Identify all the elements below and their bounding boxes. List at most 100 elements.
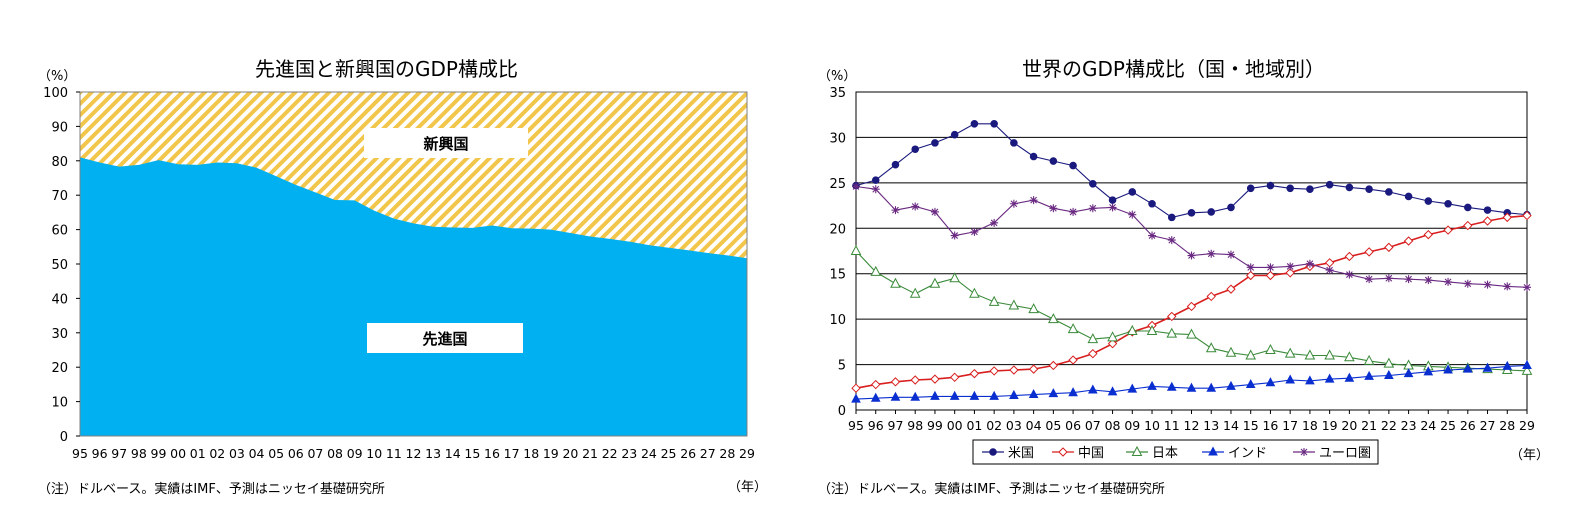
x-tick-label: 00 (947, 418, 963, 433)
x-tick-label: 04 (249, 446, 265, 461)
data-point (1069, 207, 1078, 216)
data-point (851, 393, 861, 403)
data-point (1502, 360, 1513, 370)
data-point (1009, 199, 1018, 208)
data-point (871, 185, 880, 194)
data-point (1325, 266, 1334, 275)
data-point (1424, 197, 1433, 205)
data-point (990, 120, 998, 128)
data-point (1463, 203, 1472, 212)
data-point (1305, 375, 1315, 385)
data-point (930, 374, 940, 384)
x-tick-label: 24 (1420, 418, 1436, 433)
x-tick-label: 95 (72, 446, 88, 461)
data-point (1482, 216, 1493, 226)
x-tick-label: 95 (848, 418, 864, 433)
area-advanced (80, 157, 747, 436)
data-point (1186, 328, 1197, 339)
legend-label: ユーロ圏 (1319, 446, 1371, 461)
data-point (1522, 210, 1532, 221)
y-tick-label: 90 (51, 120, 68, 135)
source-note: （注）ドルベース。実績はIMF、予測はニッセイ基礎研究所 (818, 482, 1165, 497)
x-tick-label: 20 (1341, 418, 1357, 433)
x-tick-label: 98 (907, 418, 923, 433)
data-point (1483, 280, 1492, 289)
x-tick-label: 20 (562, 446, 578, 461)
x-tick-label: 10 (366, 446, 382, 461)
y-tick-label: 60 (51, 224, 68, 239)
x-tick-label: 97 (888, 418, 904, 433)
x-tick-label: 21 (1361, 418, 1377, 433)
data-point (1088, 204, 1097, 213)
data-point (1324, 373, 1335, 383)
data-point (1245, 378, 1256, 389)
data-point (1523, 283, 1531, 292)
data-point (1384, 369, 1394, 379)
data-point (1424, 276, 1433, 285)
x-tick-label: 27 (1480, 418, 1496, 433)
x-tick-label: 02 (209, 446, 225, 461)
x-tick-label: 23 (1401, 418, 1417, 433)
data-point (931, 139, 939, 147)
data-point (1028, 388, 1039, 399)
data-point (949, 372, 960, 382)
x-tick-label: 13 (1203, 418, 1219, 433)
data-point (1404, 275, 1413, 284)
x-unit-label: （年） (728, 480, 768, 495)
data-point (949, 390, 960, 400)
data-point (1087, 384, 1098, 394)
data-point (1265, 343, 1276, 355)
legend-label: 日本 (1152, 446, 1178, 461)
y-unit-label: （%） (38, 69, 77, 84)
x-tick-label: 17 (1282, 418, 1298, 433)
series-4 (852, 182, 1531, 292)
x-tick-label: 12 (406, 446, 422, 461)
x-tick-label: 05 (268, 446, 284, 461)
data-point (1403, 236, 1414, 246)
x-tick-label: 15 (464, 446, 480, 461)
data-point (1108, 203, 1117, 212)
data-point (949, 272, 961, 283)
data-point (950, 130, 959, 139)
data-point (1048, 360, 1059, 371)
y-tick-label: 0 (60, 430, 68, 445)
series-label-box (367, 323, 523, 353)
x-tick-label: 09 (1124, 418, 1140, 433)
data-point (1306, 185, 1314, 194)
y-tick-label: 0 (838, 404, 846, 419)
x-tick-label: 03 (229, 446, 245, 461)
x-tick-label: 09 (347, 446, 363, 461)
legend-label: 中国 (1078, 446, 1104, 461)
data-point (990, 218, 999, 227)
left-chart-panel: 先進国と新興国のGDP構成比 （%） 0 10 20 30 40 50 60 70 80 90 10… (0, 0, 790, 526)
x-tick-label: 22 (1381, 418, 1397, 433)
data-point (1482, 362, 1493, 372)
data-point (1068, 355, 1078, 365)
x-tick-label: 14 (445, 446, 461, 461)
legend-marker (1131, 445, 1143, 456)
x-tick-label: 08 (327, 446, 343, 461)
data-point (909, 287, 921, 298)
data-point (1187, 251, 1196, 260)
data-point (1385, 188, 1393, 196)
data-point (1049, 157, 1058, 165)
series-label-emerging: 新興国 (364, 128, 528, 158)
data-point (1049, 204, 1058, 213)
data-point (989, 390, 999, 400)
y-tick-label: 50 (51, 258, 68, 273)
data-point (1187, 209, 1196, 217)
x-tick-label: 97 (111, 446, 127, 461)
x-tick-label: 19 (1322, 418, 1338, 433)
x-tick-label: 29 (1519, 418, 1535, 433)
x-tick-label: 01 (190, 446, 206, 461)
y-tick-label: 30 (51, 327, 68, 342)
source-note: （注）ドルベース。実績はIMF、予測はニッセイ基礎研究所 (38, 482, 385, 497)
data-point (1286, 184, 1294, 193)
x-tick-label: 11 (386, 446, 402, 461)
data-point (890, 391, 901, 401)
x-tick-label: 13 (425, 446, 441, 461)
x-tick-label: 16 (1262, 418, 1278, 433)
data-point (1365, 275, 1374, 284)
data-point (930, 390, 940, 400)
